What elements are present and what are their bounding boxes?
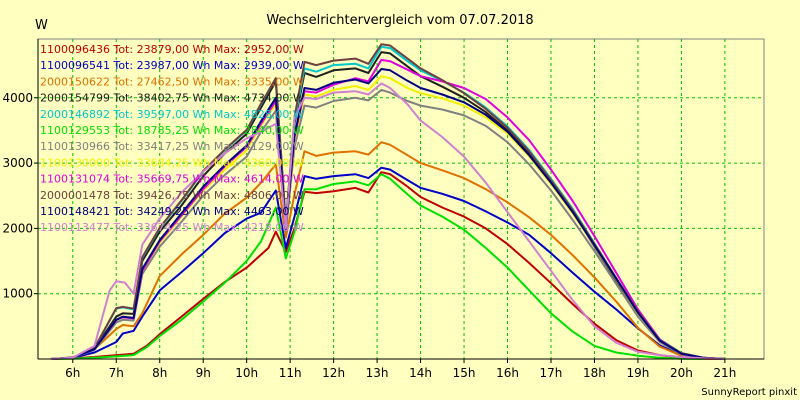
series-lines [50,43,725,360]
legend-entry-9: 1100131074 Tot: 35669,75 Wh Max: 4614,00… [40,173,304,186]
axes: 6h 7h 8h 9h 10h 11h 12h 13h 14h 15h 16h 17h 18h 19h 20… [2,39,764,380]
x-tick-label: 9h [196,366,211,380]
chart-title: Wechselrichtervergleich vom 07.07.2018 [266,13,533,28]
legend-entry-1: 1100096436 Tot: 23879,00 Wh Max: 2952,00… [40,43,304,56]
x-tick-label: 20h [670,366,693,380]
x-tick-label: 18h [583,366,606,380]
legend-entry-5: 2000146892 Tot: 39597,00 Wh Max: 4828,00… [40,108,304,121]
legend-entry-6: 1100129553 Tot: 18785,25 Wh Max: 2840,00… [40,124,304,137]
series-line-7 [50,88,725,360]
series-line-11 [50,68,725,360]
x-tick-label: 6h [65,366,80,380]
x-tick-label: 15h [453,366,476,380]
y-tick-label: 3000 [2,156,33,170]
series-line-3 [50,141,725,360]
legend-entry-10: 2000001478 Tot: 39426,75 Wh Max: 4806,00… [40,189,304,202]
grid [37,38,765,360]
y-tick-label: 2000 [2,221,33,235]
legend-entry-12: 1100113477 Tot: 33674,25 Wh Max: 4218,00… [40,221,304,234]
x-tick-label: 12h [322,366,345,380]
legend: 1100096436 Tot: 23879,00 Wh Max: 2952,00… [40,43,304,234]
x-tick-label: 8h [152,366,167,380]
series-line-2 [50,166,725,360]
legend-entry-7: 1100130966 Tot: 33417,25 Wh Max: 4129,00… [40,140,304,153]
series-line-6 [50,173,704,360]
legend-entry-3: 2000150622 Tot: 27462,50 Wh Max: 3335,00… [40,75,304,88]
x-tick-label: 13h [366,366,389,380]
y-tick-label: 4000 [2,91,33,105]
y-tick-label: 1000 [2,287,33,301]
legend-entry-2: 1100096541 Tot: 23987,00 Wh Max: 2939,00… [40,59,304,72]
footer-credit: SunnyReport pinxit [701,387,797,398]
legend-entry-8: 1100130000 Tot: 33684,25 Wh Max: 4360,00… [40,156,304,169]
x-tick-label: 7h [109,366,124,380]
x-tick-label: 14h [409,366,432,380]
series-line-12 [50,82,725,360]
x-tick-label: 17h [540,366,563,380]
legend-entry-11: 1100148421 Tot: 34249,25 Wh Max: 4463,00… [40,205,304,218]
x-tick-label: 16h [496,366,519,380]
y-axis-unit: W [35,18,48,33]
x-tick-label: 19h [626,366,649,380]
legend-entry-4: 2000154799 Tot: 38402,75 Wh Max: 4734,00… [40,92,304,105]
x-tick-label: 11h [279,366,302,380]
x-tick-label: 21h [713,366,736,380]
x-tick-label: 10h [235,366,258,380]
